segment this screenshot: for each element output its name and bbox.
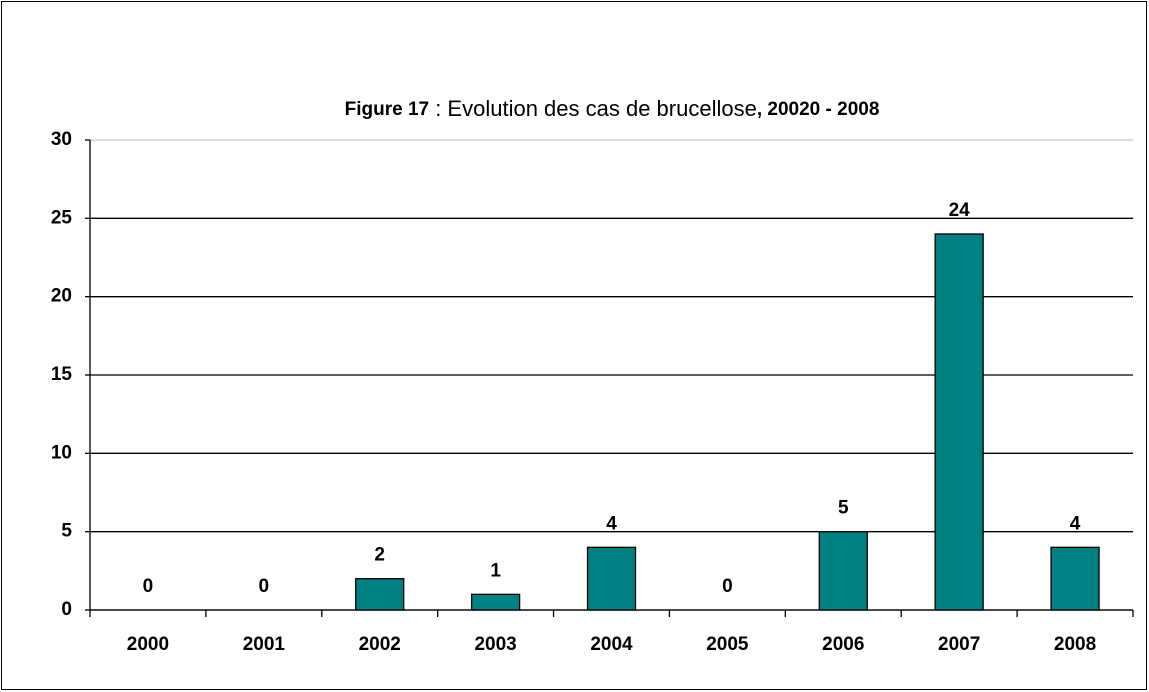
y-tick-label: 0 — [61, 599, 72, 620]
x-tick-label: 2004 — [590, 634, 633, 655]
data-label: 0 — [143, 576, 154, 597]
y-tick-label: 25 — [51, 207, 73, 228]
x-tick-label: 2002 — [359, 634, 401, 655]
x-tick-label: 2007 — [938, 634, 980, 655]
data-label: 0 — [259, 576, 270, 597]
y-tick-label: 10 — [51, 442, 72, 463]
data-label: 4 — [1070, 513, 1081, 534]
bar — [1050, 546, 1100, 611]
data-label: 5 — [838, 498, 849, 519]
x-tick-label: 2005 — [706, 634, 749, 655]
x-tick-label: 2000 — [127, 634, 169, 655]
data-label: 0 — [722, 576, 733, 597]
y-tick-label: 15 — [51, 364, 73, 385]
data-label: 24 — [949, 200, 971, 221]
data-label: 2 — [374, 545, 385, 566]
data-label: 1 — [490, 560, 501, 581]
title-part: : Evolution des cas de brucellose — [429, 96, 757, 121]
y-tick-label: 5 — [61, 521, 72, 542]
bar — [934, 233, 984, 611]
bar — [586, 546, 637, 611]
x-tick-label: 2001 — [243, 634, 286, 655]
title-part: , 20020 - 2008 — [757, 99, 880, 120]
data-label: 4 — [606, 513, 617, 534]
x-tick-label: 2003 — [474, 634, 516, 655]
title-part: Figure 17 — [345, 99, 429, 120]
bar — [355, 578, 405, 611]
chart-title: Figure 17 : Evolution des cas de brucell… — [345, 96, 880, 121]
y-tick-label: 20 — [51, 286, 72, 307]
bar — [470, 593, 521, 611]
y-tick-label: 30 — [51, 129, 72, 150]
x-tick-label: 2008 — [1054, 634, 1096, 655]
bar — [818, 531, 868, 611]
x-tick-label: 2006 — [822, 634, 864, 655]
